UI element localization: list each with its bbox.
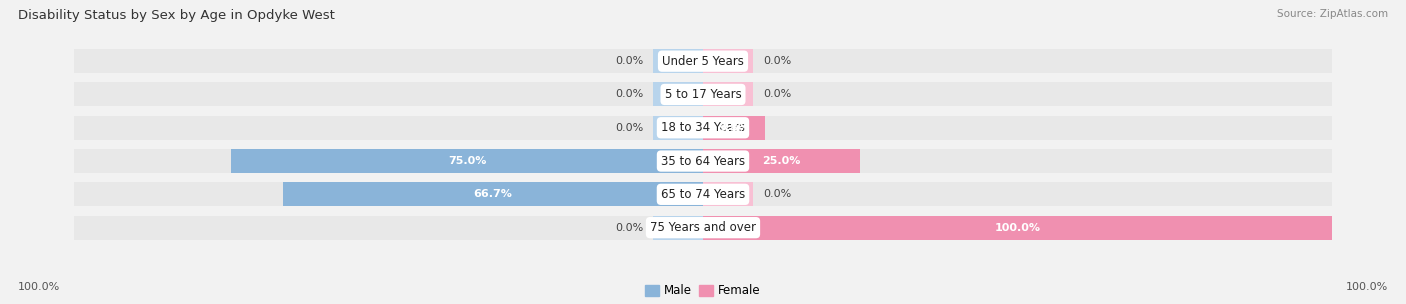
Text: Disability Status by Sex by Age in Opdyke West: Disability Status by Sex by Age in Opdyk…: [18, 9, 335, 22]
Text: 35 to 64 Years: 35 to 64 Years: [661, 154, 745, 168]
Bar: [703, 216, 1333, 240]
Bar: [652, 82, 703, 106]
Text: 0.0%: 0.0%: [614, 89, 643, 99]
Text: 0.0%: 0.0%: [763, 56, 792, 66]
Bar: [703, 116, 765, 140]
Text: 0.0%: 0.0%: [763, 89, 792, 99]
Text: Source: ZipAtlas.com: Source: ZipAtlas.com: [1277, 9, 1388, 19]
Text: 100.0%: 100.0%: [994, 223, 1040, 233]
Text: Under 5 Years: Under 5 Years: [662, 55, 744, 68]
Bar: [703, 182, 754, 206]
Text: 0.0%: 0.0%: [614, 123, 643, 133]
Text: 9.8%: 9.8%: [718, 123, 749, 133]
Bar: [73, 182, 1333, 206]
Text: 100.0%: 100.0%: [18, 282, 60, 292]
Text: 0.0%: 0.0%: [763, 189, 792, 199]
Text: 5 to 17 Years: 5 to 17 Years: [665, 88, 741, 101]
Text: 75 Years and over: 75 Years and over: [650, 221, 756, 234]
Legend: Male, Female: Male, Female: [641, 280, 765, 302]
Text: 75.0%: 75.0%: [447, 156, 486, 166]
Text: 66.7%: 66.7%: [474, 189, 513, 199]
Text: 100.0%: 100.0%: [1346, 282, 1388, 292]
Bar: [652, 216, 703, 240]
Text: 0.0%: 0.0%: [614, 56, 643, 66]
Text: 18 to 34 Years: 18 to 34 Years: [661, 121, 745, 134]
Bar: [703, 49, 754, 73]
Bar: [703, 149, 860, 173]
Text: 65 to 74 Years: 65 to 74 Years: [661, 188, 745, 201]
Bar: [283, 182, 703, 206]
Bar: [73, 116, 1333, 140]
Bar: [73, 149, 1333, 173]
Bar: [652, 116, 703, 140]
Bar: [73, 49, 1333, 73]
Text: 0.0%: 0.0%: [614, 223, 643, 233]
Bar: [652, 49, 703, 73]
Bar: [73, 82, 1333, 106]
Text: 25.0%: 25.0%: [762, 156, 801, 166]
Bar: [73, 216, 1333, 240]
Bar: [703, 82, 754, 106]
Bar: [231, 149, 703, 173]
